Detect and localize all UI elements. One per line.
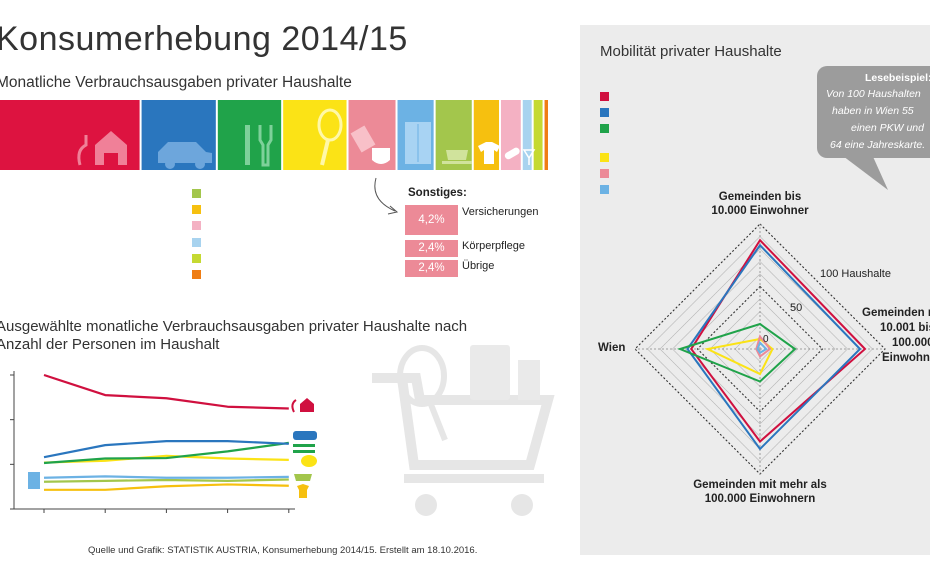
radar-axis-top-line1: Gemeinden bis: [718, 191, 802, 203]
radar-axis-right-line4: Einwohnern: [882, 352, 930, 364]
line-icon-racket: [301, 455, 317, 467]
radar-grid-6: [684, 273, 836, 425]
radar-legend-swatch-1: [600, 108, 609, 117]
tennis-racket-icon: [317, 108, 343, 142]
radar-legend-swatch-0: [600, 92, 609, 101]
radar-legend-swatch-5: [600, 185, 609, 194]
radar-legend-swatch-4: [600, 169, 609, 178]
house-icon: [95, 131, 127, 165]
bar-chart-subtitle: Monatliche Verbrauchsausgaben privater H…: [0, 74, 352, 91]
source-note: Quelle und Grafik: STATISTIK AUSTRIA, Ko…: [88, 545, 478, 556]
glass-icon: [522, 149, 536, 165]
line-chart-title-line2: Anzahl der Personen im Haushalt: [0, 336, 220, 353]
bar-segment-bildung: [544, 100, 548, 170]
radar-axis-right: Gemeinden mit 10.001 bis 100.000 Einwohn…: [862, 306, 930, 366]
tshirt-icon: [478, 142, 500, 164]
radar-scale-outer: 100 Haushalte: [820, 268, 891, 280]
bar-segment-kommunikation: [533, 100, 543, 170]
radar-axis-right-line1: Gemeinden mit: [862, 307, 930, 319]
coffee-cup-icon: [446, 150, 468, 160]
stacked-bar-chart: [0, 100, 548, 170]
bar-segment-wohnen: [0, 100, 140, 170]
lesebeispiel-line2: haben in Wien 55: [832, 105, 914, 117]
sonstiges-label-koerperpflege: Körperpflege: [462, 240, 525, 252]
lotion-bottle-icon: [350, 125, 376, 153]
shield-icon: [372, 148, 390, 164]
line-icon-coffee: [294, 474, 312, 481]
page-title: Konsumerhebung 2014/15: [0, 20, 408, 58]
pill-icon: [504, 147, 520, 160]
legend-right-swatch-3: [192, 237, 201, 247]
line-icon-car: [293, 431, 317, 440]
sonstiges-value-uebrige: 2,4%: [405, 260, 458, 277]
radar-axis-bottom-line2: 100.000 Einwohnern: [704, 493, 816, 505]
radar-scale-mid: 50: [790, 302, 803, 314]
line-icon-cutlery-1: [293, 444, 315, 447]
radar-legend-swatch-3: [600, 153, 609, 162]
sonstiges-value-koerperpflege: 2,4%: [405, 240, 458, 257]
lesebeispiel-line1: Von 100 Haushalten: [826, 88, 921, 100]
radar-axis-right-line2: 10.001 bis: [880, 322, 930, 334]
radar-grid-7: [672, 261, 848, 437]
legend-right-swatch-4: [192, 253, 201, 263]
radar-axis-bottom-line1: Gemeinden mit mehr als: [693, 479, 827, 491]
sonstiges-label-uebrige: Übrige: [462, 260, 495, 272]
bar-segment-alkohol: [522, 100, 532, 170]
car-wheel-rear: [195, 159, 205, 169]
sonstiges-label-versicherungen: Versicherungen: [462, 206, 539, 218]
line-icon-cutlery-2: [293, 450, 315, 453]
legend-right-swatch-2: [192, 221, 201, 231]
coffee-saucer-icon: [442, 161, 472, 164]
radar-axis-left: Wien: [598, 342, 626, 354]
line-icon-cabinet: [28, 472, 40, 489]
car-icon: [158, 142, 212, 163]
fork-icon: [258, 125, 273, 167]
legend-right-swatch-0: [192, 189, 201, 198]
tennis-racket-handle: [320, 139, 330, 166]
line-icon-house: [300, 398, 314, 412]
radar-axis-bottom: Gemeinden mit mehr als 100.000 Einwohner…: [640, 478, 880, 506]
line-icon-tshirt: [297, 484, 309, 498]
radar-axis-top-line2: 10.000 Einwohner: [711, 205, 809, 217]
radar-legend-swatch-2: [600, 124, 609, 133]
line-icon-plug: [291, 399, 297, 413]
knife-icon: [245, 125, 250, 165]
radar-axis-right-line3: 100.000: [892, 337, 930, 349]
lesebeispiel-line3: einen PKW und: [851, 122, 924, 134]
sonstiges-arrow: [374, 177, 399, 215]
sonstiges-value-versicherungen: 4,2%: [405, 205, 458, 235]
line-chart-title: Ausgewählte monatliche Verbrauchsausgabe…: [0, 318, 467, 354]
lesebeispiel-title: Lesebeispiel:: [865, 72, 930, 84]
sonstiges-arrow-line: [374, 177, 396, 212]
radar-grid-5: [696, 285, 824, 413]
sonstiges-arrow-head: [387, 205, 399, 215]
radar-axis-top: Gemeinden bis 10.000 Einwohner: [650, 190, 870, 218]
sonstiges-title: Sonstiges:: [408, 187, 467, 199]
radar-title: Mobilität privater Haushalte: [600, 43, 782, 60]
plug-icon: [77, 135, 88, 166]
lesebeispiel-bubble: [817, 66, 930, 158]
radar-scale-zero: 0: [763, 334, 769, 345]
legend-right-swatch-1: [192, 205, 201, 215]
car-wheel-front: [165, 159, 175, 169]
lesebeispiel-line4: 64 eine Jahreskarte.: [830, 139, 926, 151]
line-chart-title-line1: Ausgewählte monatliche Verbrauchsausgabe…: [0, 318, 468, 335]
legend-right-swatch-5: [192, 270, 201, 279]
